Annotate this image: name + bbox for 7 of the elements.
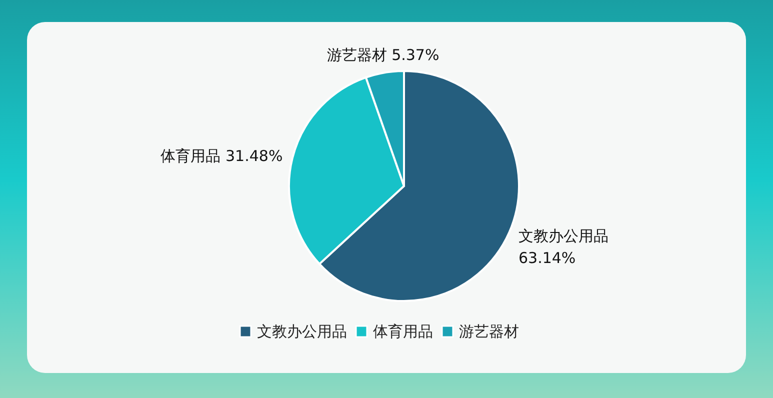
category-label: 体育用品 31.48% xyxy=(160,146,283,165)
legend-label: 体育用品 xyxy=(373,322,433,341)
slice-label: 文教办公用品 xyxy=(518,227,608,246)
category-label: 游艺器材 5.37% xyxy=(326,46,440,64)
legend-label: 文教办公用品 xyxy=(257,322,347,341)
legend-label: 游艺器材 xyxy=(459,322,519,341)
data-label: 63.14% xyxy=(518,249,576,268)
